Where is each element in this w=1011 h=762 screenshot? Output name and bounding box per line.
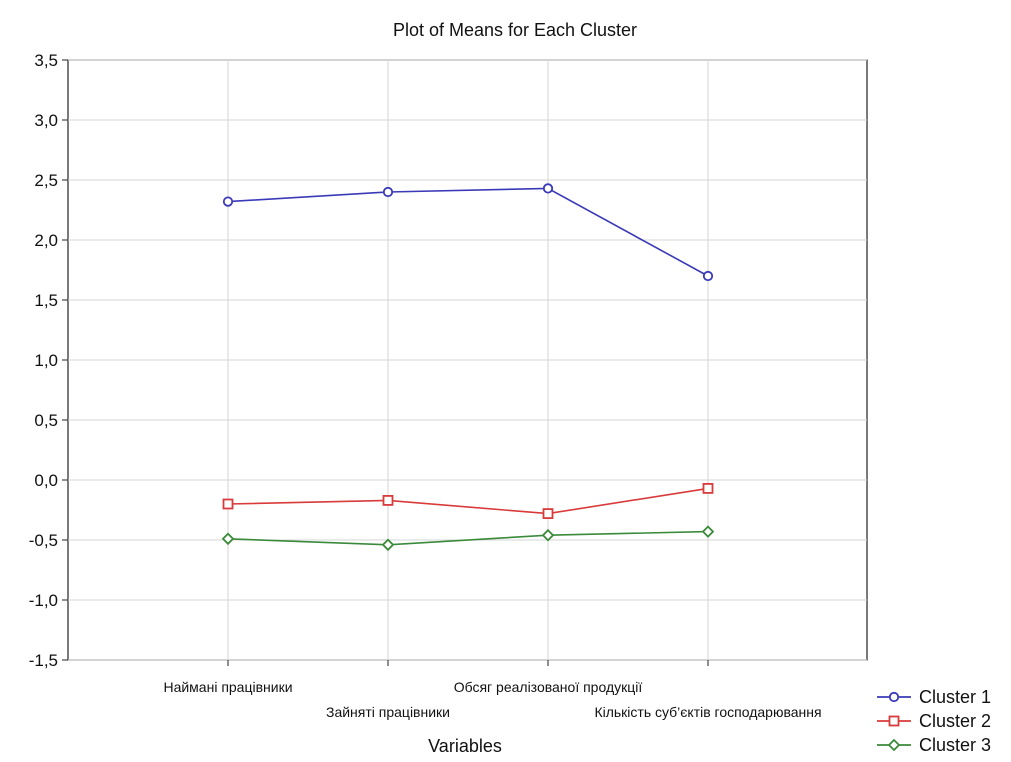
x-tick-label: Наймані працівники	[163, 679, 292, 695]
square-marker	[888, 715, 900, 727]
series-group	[222, 183, 714, 282]
legend-label: Cluster 2	[919, 711, 991, 731]
grid-layer	[68, 59, 867, 661]
y-tick-label: -1,5	[29, 651, 58, 670]
series-layer	[221, 183, 715, 552]
legend: Cluster 1 Cluster 2 Cluster 3	[877, 687, 991, 755]
legend-item: Cluster 1	[877, 687, 991, 707]
series-group	[221, 525, 715, 552]
y-tick-label: -1,0	[29, 591, 58, 610]
y-tick-label: -0,5	[29, 531, 58, 550]
y-tick-label: 1,0	[34, 351, 58, 370]
diamond-marker	[887, 738, 901, 752]
circle-marker	[888, 691, 900, 703]
series-line	[227, 530, 709, 546]
legend-item: Cluster 3	[877, 735, 991, 755]
diamond-marker	[381, 538, 395, 552]
circle-marker	[382, 186, 394, 198]
diamond-marker	[701, 525, 715, 538]
y-tick-label: 1,5	[34, 291, 58, 310]
square-marker	[702, 482, 714, 494]
y-ticks-layer: -1,5 -1,0 -0,5 0,0 0,5 1,0 1,5 2,0 2,5 3,0 3,5	[29, 51, 68, 670]
x-tick-label: Обсяг реалізованої продукції	[454, 679, 643, 695]
y-tick-label: 0,0	[34, 471, 58, 490]
square-marker	[222, 498, 234, 510]
series-line	[227, 487, 709, 515]
diamond-marker	[541, 528, 555, 542]
x-axis-label: Variables	[428, 736, 502, 756]
legend-label: Cluster 3	[919, 735, 991, 755]
diamond-marker	[221, 532, 235, 546]
square-marker	[542, 508, 554, 520]
x-tick-label: Кількість суб’єктів господарювання	[594, 704, 821, 720]
circle-marker	[702, 270, 714, 282]
square-marker	[382, 494, 394, 506]
legend-item: Cluster 2	[877, 711, 991, 731]
circle-marker	[542, 183, 554, 194]
y-tick-label: 3,0	[34, 111, 58, 130]
y-tick-label: 3,5	[34, 51, 58, 70]
y-tick-label: 2,0	[34, 231, 58, 250]
x-ticks-layer: Наймані працівники Зайняті працівникиОбся…	[163, 660, 822, 720]
legend-label: Cluster 1	[919, 687, 991, 707]
chart-title: Plot of Means for Each Cluster	[393, 20, 637, 40]
y-tick-label: 2,5	[34, 171, 58, 190]
circle-marker	[222, 196, 234, 207]
series-line	[227, 187, 709, 277]
series-group	[222, 482, 714, 520]
x-tick-label: Зайняті працівники	[326, 704, 450, 720]
y-tick-label: 0,5	[34, 411, 58, 430]
